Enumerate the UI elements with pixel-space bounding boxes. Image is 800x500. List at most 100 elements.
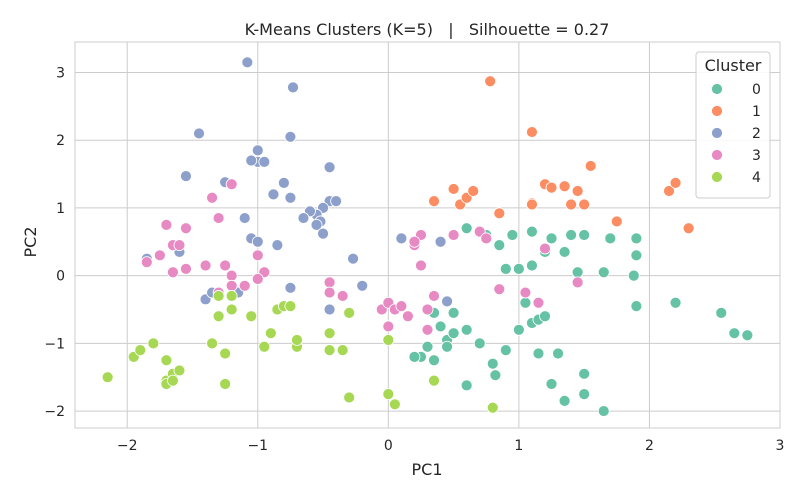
cluster-0-point bbox=[447, 306, 460, 319]
cluster-0-point bbox=[460, 222, 473, 235]
cluster-2-point bbox=[287, 81, 299, 94]
cluster-1-point bbox=[682, 222, 695, 235]
grid bbox=[75, 42, 781, 428]
cluster-0-point bbox=[408, 350, 421, 363]
data-points bbox=[101, 56, 754, 417]
cluster-0-point bbox=[578, 367, 591, 380]
x-tick-label: 3 bbox=[776, 438, 785, 454]
cluster-3-point bbox=[251, 273, 264, 285]
legend-marker-0 bbox=[711, 83, 723, 95]
cluster-0-point bbox=[526, 259, 538, 272]
cluster-4-point bbox=[219, 378, 232, 390]
cluster-3-point bbox=[519, 286, 532, 299]
cluster-3-point bbox=[415, 259, 427, 272]
cluster-3-point bbox=[212, 212, 225, 224]
cluster-3-point bbox=[173, 239, 186, 252]
cluster-3-point bbox=[180, 222, 192, 235]
plot-area bbox=[74, 41, 781, 429]
cluster-3-point bbox=[395, 300, 408, 313]
cluster-0-point bbox=[473, 337, 486, 350]
legend-marker-3 bbox=[711, 149, 723, 161]
cluster-3-point bbox=[225, 269, 238, 282]
cluster-0-point bbox=[558, 395, 571, 407]
cluster-2-point bbox=[284, 281, 297, 294]
cluster-3-point bbox=[225, 279, 238, 292]
cluster-4-point bbox=[428, 374, 440, 387]
cluster-0-point bbox=[526, 225, 538, 238]
cluster-2-point bbox=[330, 195, 343, 208]
cluster-0-point bbox=[434, 320, 447, 333]
cluster-0-point bbox=[460, 379, 473, 392]
y-axis-label: PC2 bbox=[21, 227, 40, 258]
legend-title: Cluster bbox=[705, 56, 762, 75]
cluster-1-point bbox=[584, 160, 597, 172]
cluster-2-point bbox=[310, 218, 323, 231]
cluster-4-point bbox=[258, 340, 271, 353]
y-tick-labels: −2 −1 0 1 2 3 bbox=[44, 65, 65, 420]
cluster-0-point bbox=[519, 296, 532, 309]
cluster-4-point bbox=[212, 290, 225, 302]
cluster-3-point bbox=[180, 262, 192, 275]
cluster-4-point bbox=[343, 306, 356, 319]
cluster-3-point bbox=[167, 266, 179, 279]
cluster-0-point bbox=[604, 232, 617, 245]
cluster-4-point bbox=[264, 327, 277, 340]
cluster-3-point bbox=[206, 191, 218, 204]
cluster-2-point bbox=[245, 154, 258, 167]
cluster-0-point bbox=[597, 405, 610, 417]
cluster-0-point bbox=[539, 310, 551, 323]
cluster-4-point bbox=[167, 374, 179, 387]
legend-label-0: 0 bbox=[752, 82, 761, 98]
legend-label-1: 1 bbox=[752, 104, 761, 120]
cluster-0-point bbox=[532, 347, 545, 360]
cluster-2-point bbox=[258, 155, 271, 168]
cluster-0-point bbox=[715, 306, 728, 319]
cluster-2-point bbox=[297, 212, 310, 224]
cluster-2-point bbox=[441, 295, 453, 308]
cluster-0-point bbox=[728, 327, 741, 340]
cluster-0-point bbox=[545, 378, 558, 390]
cluster-2-point bbox=[284, 191, 297, 204]
x-tick-label: 2 bbox=[645, 438, 654, 454]
cluster-3-point bbox=[382, 320, 395, 333]
cluster-0-point bbox=[486, 357, 499, 370]
cluster-0-point bbox=[499, 344, 512, 357]
y-tick-label: 1 bbox=[56, 201, 65, 217]
cluster-2-point bbox=[238, 212, 251, 224]
cluster-1-point bbox=[428, 195, 440, 208]
x-tick-label: −1 bbox=[247, 438, 268, 454]
cluster-1-point bbox=[447, 183, 460, 195]
cluster-4-point bbox=[343, 391, 356, 404]
cluster-0-point bbox=[447, 327, 460, 340]
cluster-0-point bbox=[630, 232, 643, 245]
cluster-1-point bbox=[669, 176, 682, 189]
cluster-0-point bbox=[499, 262, 512, 275]
cluster-4-point bbox=[101, 371, 114, 384]
cluster-0-point bbox=[552, 347, 564, 360]
cluster-0-point bbox=[627, 269, 640, 282]
y-tick-label: −2 bbox=[44, 404, 65, 420]
cluster-0-point bbox=[545, 232, 558, 245]
cluster-0-point bbox=[421, 340, 434, 353]
cluster-3-point bbox=[323, 286, 336, 299]
cluster-3-point bbox=[160, 218, 173, 231]
cluster-0-point bbox=[565, 229, 578, 241]
x-tick-labels: −2 −1 0 1 2 3 bbox=[117, 438, 785, 454]
cluster-4-point bbox=[212, 310, 225, 323]
cluster-3-point bbox=[428, 290, 440, 302]
cluster-2-point bbox=[395, 232, 408, 245]
cluster-1-point bbox=[526, 198, 538, 211]
cluster-1-point bbox=[571, 185, 584, 197]
cluster-2-point bbox=[284, 130, 297, 143]
cluster-2-point bbox=[323, 303, 336, 316]
y-tick-label: 0 bbox=[56, 269, 65, 285]
y-tick-label: −1 bbox=[44, 336, 65, 352]
cluster-2-point bbox=[434, 235, 447, 248]
cluster-3-point bbox=[447, 229, 460, 241]
cluster-3-point bbox=[571, 276, 584, 289]
cluster-0-point bbox=[460, 323, 473, 336]
y-tick-label: 3 bbox=[56, 65, 65, 81]
y-tick-label: 2 bbox=[56, 133, 65, 149]
cluster-0-point bbox=[630, 249, 643, 262]
legend-items: 0 1 2 3 4 bbox=[711, 82, 761, 186]
